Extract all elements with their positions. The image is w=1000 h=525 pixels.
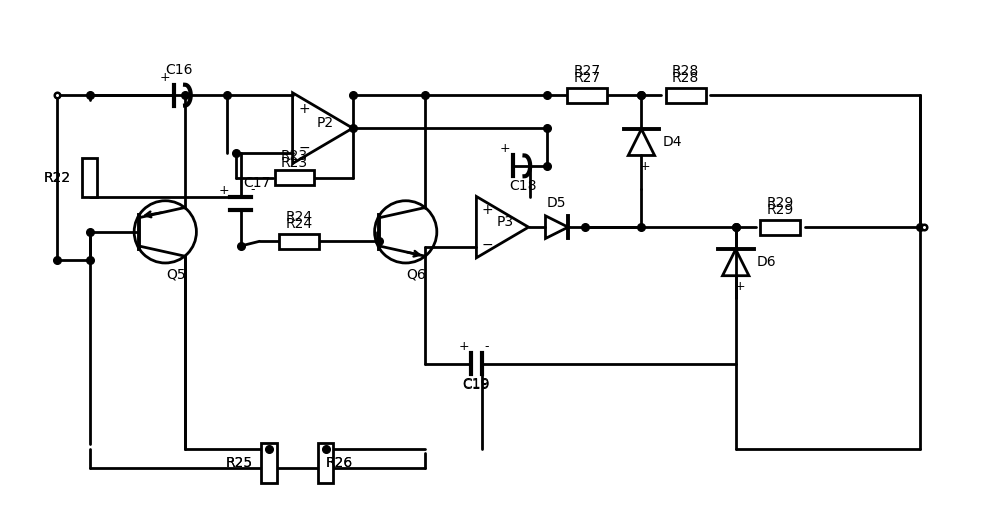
Text: +: + <box>482 203 494 217</box>
Text: −: − <box>482 237 494 251</box>
Text: C16: C16 <box>166 63 193 77</box>
Text: P2: P2 <box>317 117 334 130</box>
Bar <box>275 170 314 185</box>
Text: -: - <box>485 340 489 353</box>
Text: R22: R22 <box>43 171 70 185</box>
Text: R28: R28 <box>672 71 699 85</box>
Text: R23: R23 <box>281 149 308 163</box>
Text: D6: D6 <box>756 256 776 269</box>
Text: R29: R29 <box>766 196 794 210</box>
Bar <box>318 443 333 482</box>
Text: R24: R24 <box>286 211 313 224</box>
Bar <box>261 443 277 482</box>
Text: +: + <box>640 160 651 173</box>
Text: Q5: Q5 <box>166 268 186 282</box>
Bar <box>666 88 706 103</box>
Bar <box>279 234 319 249</box>
Text: R24: R24 <box>286 217 313 232</box>
Text: R27: R27 <box>573 71 600 85</box>
Text: +: + <box>218 184 229 196</box>
Text: R29: R29 <box>766 203 794 217</box>
Bar <box>567 88 607 103</box>
Text: +: + <box>499 142 510 154</box>
Text: R25: R25 <box>225 456 252 470</box>
Text: R25: R25 <box>225 456 252 470</box>
Text: R22: R22 <box>43 171 70 185</box>
Text: R27: R27 <box>573 64 600 78</box>
Text: R26: R26 <box>326 456 353 470</box>
Text: Q6: Q6 <box>407 268 426 282</box>
Text: +: + <box>459 340 469 353</box>
Bar <box>760 219 800 235</box>
Text: C18: C18 <box>509 179 536 193</box>
Text: −: − <box>298 141 310 155</box>
Bar <box>82 158 97 197</box>
Text: R28: R28 <box>672 64 699 78</box>
Text: R26: R26 <box>326 456 353 470</box>
Text: C17: C17 <box>244 176 271 190</box>
Text: D4: D4 <box>662 135 682 149</box>
Text: +: + <box>298 101 310 116</box>
Text: C19: C19 <box>463 378 490 392</box>
Text: -: - <box>251 184 255 196</box>
Text: R23: R23 <box>281 155 308 170</box>
Text: +: + <box>160 71 171 84</box>
Text: C19: C19 <box>463 377 490 391</box>
Text: +: + <box>734 280 745 293</box>
Text: P3: P3 <box>497 215 514 229</box>
Text: D5: D5 <box>547 196 567 210</box>
